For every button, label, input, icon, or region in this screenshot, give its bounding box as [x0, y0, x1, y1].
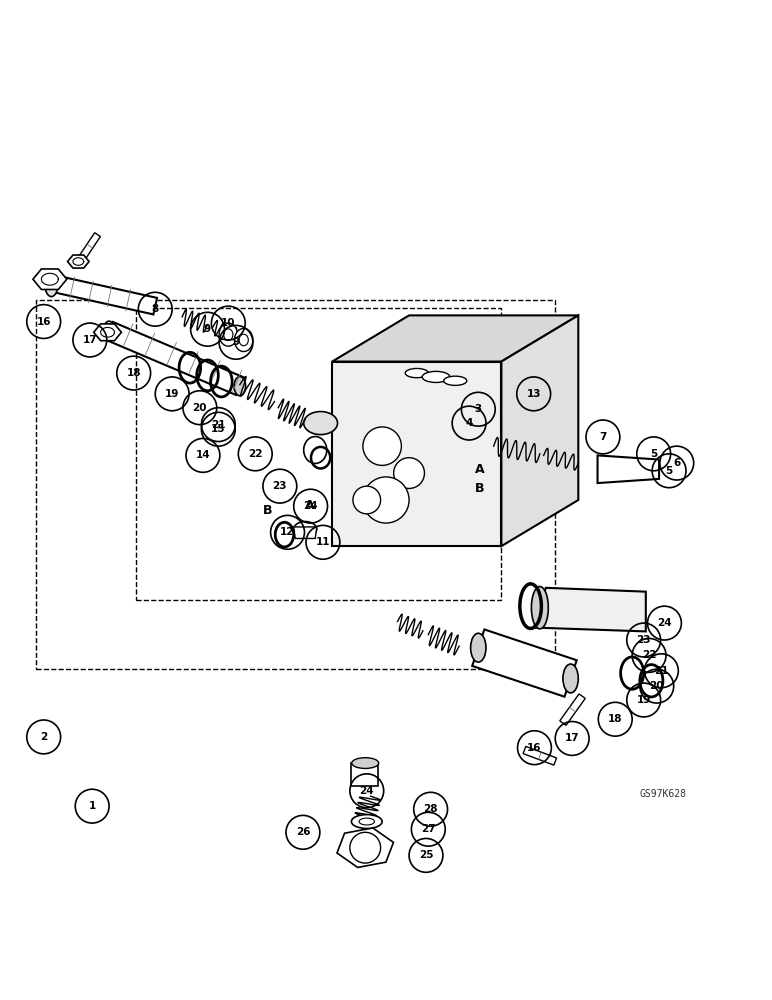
Circle shape: [353, 486, 381, 514]
Polygon shape: [67, 255, 89, 268]
Text: 11: 11: [316, 537, 330, 547]
Text: 17: 17: [83, 335, 97, 345]
Circle shape: [363, 477, 409, 523]
Polygon shape: [598, 455, 659, 483]
Text: 1: 1: [89, 801, 96, 811]
Text: B: B: [475, 482, 484, 495]
Text: 24: 24: [303, 501, 318, 511]
Text: B: B: [263, 504, 273, 517]
Text: 16: 16: [36, 317, 51, 327]
Text: 14: 14: [195, 450, 210, 460]
Ellipse shape: [471, 633, 486, 662]
Polygon shape: [293, 527, 317, 538]
Polygon shape: [93, 324, 121, 341]
Polygon shape: [534, 588, 646, 631]
Ellipse shape: [351, 815, 382, 828]
Text: 19: 19: [636, 695, 651, 705]
Ellipse shape: [563, 664, 578, 693]
Text: 13: 13: [527, 389, 541, 399]
Text: GS97K628: GS97K628: [640, 789, 687, 799]
Polygon shape: [105, 322, 244, 395]
Ellipse shape: [444, 376, 467, 385]
Text: 12: 12: [280, 527, 295, 537]
Circle shape: [394, 458, 425, 488]
Text: 16: 16: [527, 743, 542, 753]
Text: 23: 23: [273, 481, 287, 491]
Text: 22: 22: [642, 650, 656, 660]
Text: 6: 6: [673, 458, 680, 468]
Ellipse shape: [422, 371, 450, 382]
Text: 7: 7: [599, 432, 607, 442]
Ellipse shape: [293, 522, 317, 537]
Text: 24: 24: [657, 618, 672, 628]
Text: 22: 22: [248, 449, 262, 459]
Text: A: A: [475, 463, 484, 476]
Ellipse shape: [234, 377, 245, 396]
Text: 2: 2: [40, 732, 47, 742]
Ellipse shape: [405, 368, 428, 378]
Ellipse shape: [235, 328, 253, 352]
Text: 23: 23: [636, 635, 651, 645]
Text: 17: 17: [565, 733, 580, 743]
Text: 5: 5: [650, 449, 657, 459]
Text: A: A: [305, 499, 315, 512]
Text: 8: 8: [151, 304, 159, 314]
Ellipse shape: [531, 587, 548, 629]
Text: 18: 18: [127, 368, 141, 378]
Text: 21: 21: [654, 666, 669, 676]
Text: 20: 20: [192, 403, 207, 413]
Polygon shape: [33, 269, 66, 289]
Text: 3: 3: [475, 404, 482, 414]
Text: 5: 5: [665, 466, 672, 476]
Text: 28: 28: [423, 804, 438, 814]
Ellipse shape: [352, 758, 379, 768]
Text: 26: 26: [296, 827, 310, 837]
Text: 4: 4: [466, 418, 472, 428]
Text: 20: 20: [649, 681, 664, 691]
Text: 21: 21: [211, 420, 225, 430]
Polygon shape: [501, 315, 578, 546]
Polygon shape: [332, 362, 501, 546]
Circle shape: [350, 832, 381, 863]
Polygon shape: [49, 275, 157, 314]
Ellipse shape: [103, 321, 115, 340]
Polygon shape: [472, 629, 577, 697]
Text: 10: 10: [221, 318, 235, 328]
Text: 27: 27: [421, 824, 435, 834]
Text: 9: 9: [204, 324, 211, 334]
Text: 15: 15: [211, 424, 225, 434]
Text: 9: 9: [232, 337, 239, 347]
Ellipse shape: [303, 412, 337, 435]
Circle shape: [363, 427, 401, 465]
Text: 24: 24: [360, 786, 374, 796]
Text: 25: 25: [418, 850, 433, 860]
Polygon shape: [332, 315, 578, 362]
Ellipse shape: [45, 270, 58, 297]
Polygon shape: [337, 828, 394, 867]
Polygon shape: [351, 763, 378, 786]
Text: 19: 19: [165, 389, 179, 399]
Ellipse shape: [303, 437, 327, 463]
Ellipse shape: [219, 323, 238, 346]
Text: 18: 18: [608, 714, 622, 724]
